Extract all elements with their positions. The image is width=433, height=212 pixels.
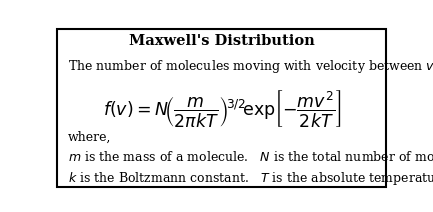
- Text: $f(v) = N\!\left(\dfrac{m}{2\pi kT}\right)^{\!3/2}\!\exp\!\left[-\dfrac{mv^2}{2k: $f(v) = N\!\left(\dfrac{m}{2\pi kT}\righ…: [103, 88, 341, 129]
- Text: where,: where,: [68, 131, 111, 144]
- Text: $k$ is the Boltzmann constant.   $T$ is the absolute temperature: $k$ is the Boltzmann constant. $T$ is th…: [68, 170, 433, 187]
- Text: $m$ is the mass of a molecule.   $N$ is the total number of molecules.: $m$ is the mass of a molecule. $N$ is th…: [68, 150, 433, 164]
- Text: The number of molecules moving with velocity between $v$ and $v\!+\!dv$ is:: The number of molecules moving with velo…: [68, 58, 433, 75]
- Text: Maxwell's Distribution: Maxwell's Distribution: [129, 34, 315, 48]
- FancyBboxPatch shape: [58, 29, 386, 187]
